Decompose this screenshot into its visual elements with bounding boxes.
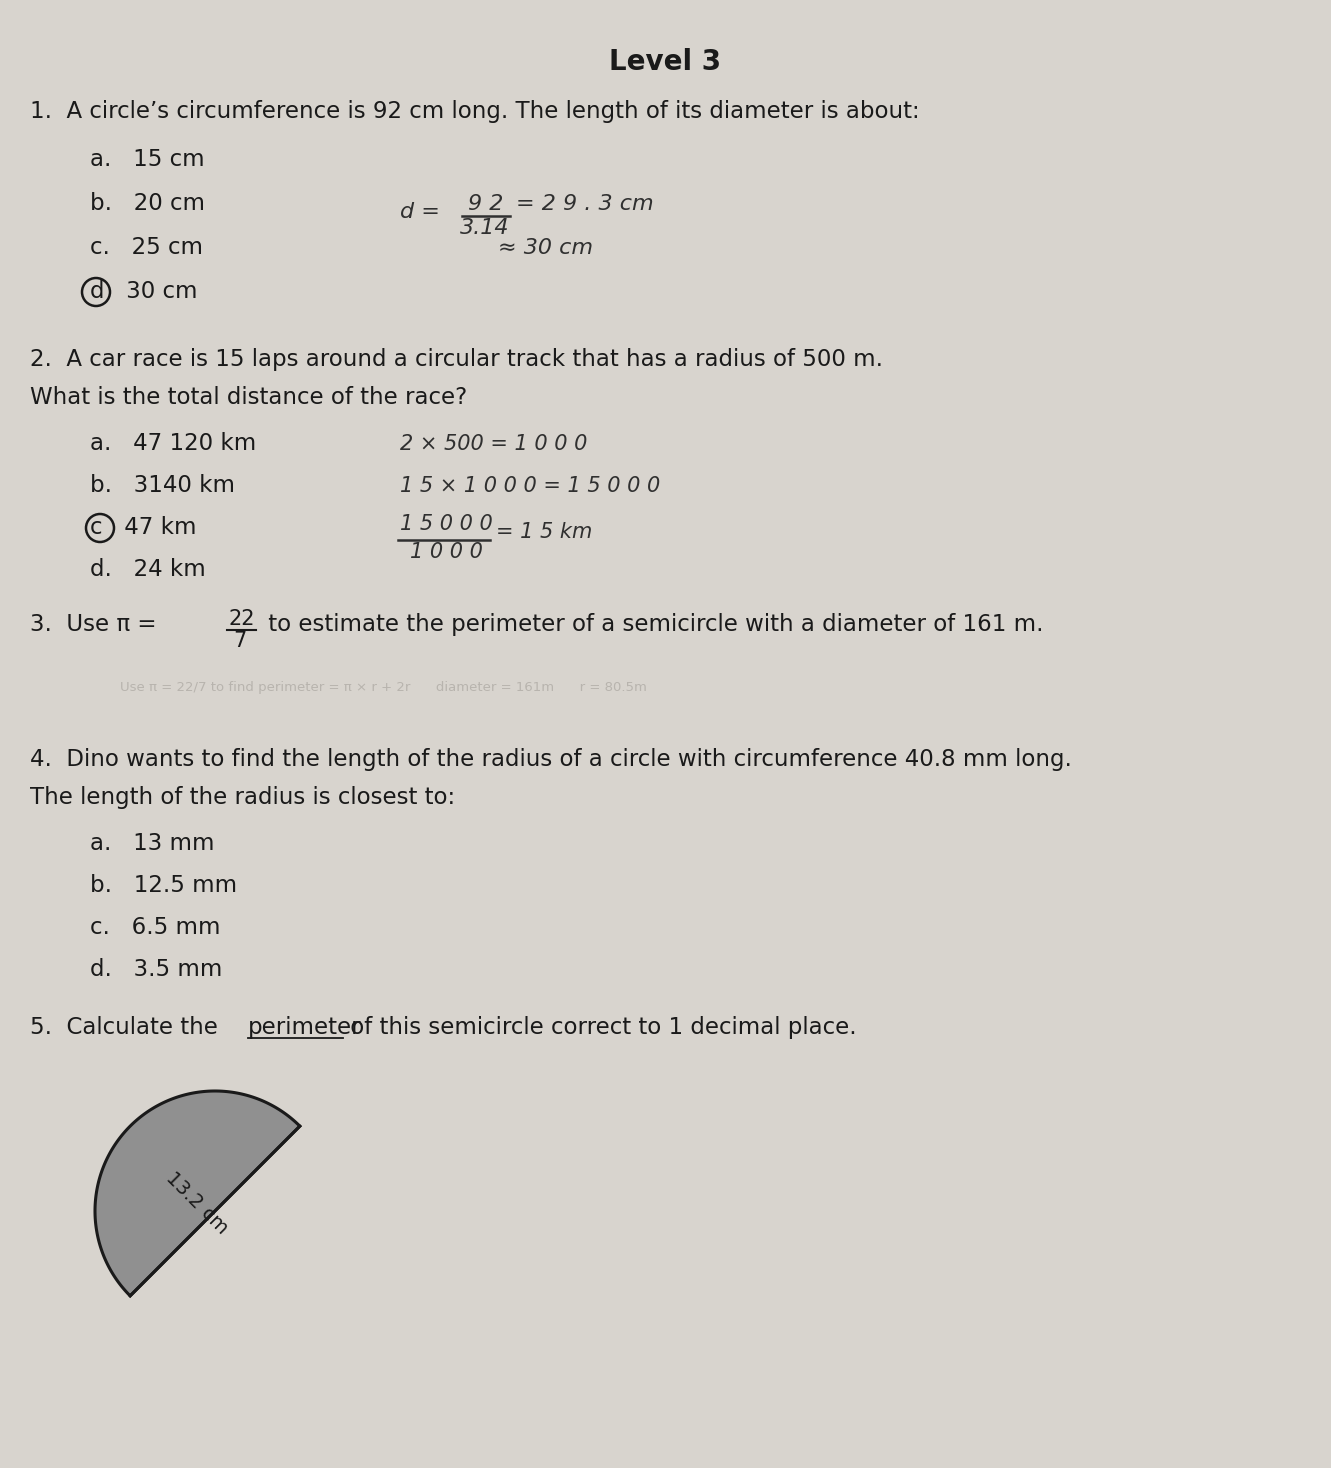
Text: ≈ 30 cm: ≈ 30 cm — [498, 238, 594, 258]
Text: 3.  Use π =: 3. Use π = — [31, 614, 164, 636]
Text: 5.  Calculate the: 5. Calculate the — [31, 1016, 225, 1039]
Text: 13.2 cm: 13.2 cm — [162, 1169, 232, 1238]
Text: = 2 9 . 3 cm: = 2 9 . 3 cm — [516, 194, 654, 214]
Text: d =: d = — [401, 203, 439, 222]
Text: 7: 7 — [233, 631, 246, 650]
Text: of this semicircle correct to 1 decimal place.: of this semicircle correct to 1 decimal … — [343, 1016, 857, 1039]
Text: to estimate the perimeter of a semicircle with a diameter of 161 m.: to estimate the perimeter of a semicircl… — [261, 614, 1044, 636]
Text: b.   20 cm: b. 20 cm — [91, 192, 205, 214]
Text: c   47 km: c 47 km — [91, 515, 197, 539]
Text: c.   6.5 mm: c. 6.5 mm — [91, 916, 221, 940]
Text: 1.  A circle’s circumference is 92 cm long. The length of its diameter is about:: 1. A circle’s circumference is 92 cm lon… — [31, 100, 920, 123]
Text: 22: 22 — [228, 609, 254, 628]
Text: 1 5 0 0 0: 1 5 0 0 0 — [401, 514, 492, 534]
Text: 2 × 500 = 1 0 0 0: 2 × 500 = 1 0 0 0 — [401, 435, 587, 454]
Text: 4.  Dino wants to find the length of the radius of a circle with circumference 4: 4. Dino wants to find the length of the … — [31, 749, 1071, 771]
Text: 3.14: 3.14 — [461, 219, 510, 238]
Text: Level 3: Level 3 — [610, 48, 721, 76]
Text: d.   3.5 mm: d. 3.5 mm — [91, 959, 222, 981]
Text: 9 2: 9 2 — [469, 194, 503, 214]
Text: b.   12.5 mm: b. 12.5 mm — [91, 873, 237, 897]
Polygon shape — [95, 1091, 299, 1296]
Text: What is the total distance of the race?: What is the total distance of the race? — [31, 386, 467, 410]
Text: The length of the radius is closest to:: The length of the radius is closest to: — [31, 785, 455, 809]
Text: 1 0 0 0: 1 0 0 0 — [410, 542, 483, 562]
Text: perimeter: perimeter — [248, 1016, 362, 1039]
Text: a.   13 mm: a. 13 mm — [91, 832, 214, 854]
Text: a.   47 120 km: a. 47 120 km — [91, 432, 257, 455]
Text: d   30 cm: d 30 cm — [91, 280, 197, 302]
Text: c.   25 cm: c. 25 cm — [91, 236, 204, 258]
Text: a.   15 cm: a. 15 cm — [91, 148, 205, 170]
Text: 1 5 × 1 0 0 0 = 1 5 0 0 0: 1 5 × 1 0 0 0 = 1 5 0 0 0 — [401, 476, 660, 496]
Text: 2.  A car race is 15 laps around a circular track that has a radius of 500 m.: 2. A car race is 15 laps around a circul… — [31, 348, 882, 371]
Text: b.   3140 km: b. 3140 km — [91, 474, 236, 498]
Text: Use π = 22/7 to find perimeter = π × r + 2r      diameter = 161m      r = 80.5m: Use π = 22/7 to find perimeter = π × r +… — [120, 681, 647, 694]
Text: d.   24 km: d. 24 km — [91, 558, 206, 581]
Text: = 1 5 km: = 1 5 km — [496, 523, 592, 542]
